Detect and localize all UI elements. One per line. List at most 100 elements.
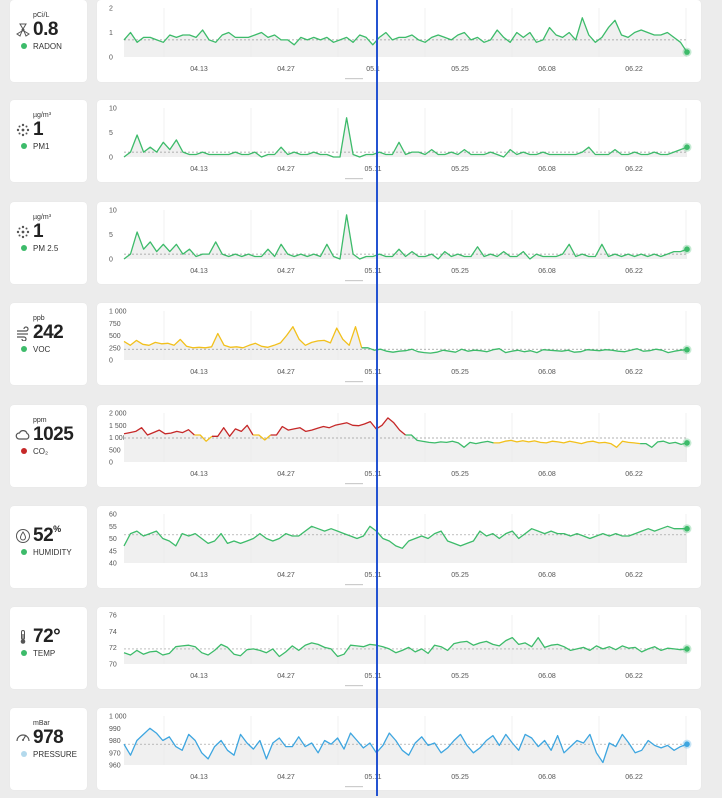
sensor-summary-card[interactable]: µg/m³ 1 PM 2.5 (10, 202, 87, 284)
sensor-row-pressure: mBar 978 PRESSURE 1 000 990 980 970 960 04.13 04.… (0, 708, 722, 798)
x-tick-label: 04.27 (277, 369, 295, 376)
sensor-chart-card[interactable]: 10 5 0 04.13 04.27 05.11 05.25 06.08 06.22 (97, 202, 701, 284)
chart-area-fill (124, 214, 687, 259)
value-suffix: % (53, 524, 61, 534)
sensor-chart-card[interactable]: 1 000 750 500 250 0 04.13 04.27 05.11 05.25 06.08… (97, 303, 701, 385)
sensor-chart-card[interactable]: 60 55 50 45 40 04.13 04.27 05.11 05.25 06.08 06.22 (97, 506, 701, 588)
x-tick-label: 04.13 (190, 369, 208, 376)
sensor-summary-card[interactable]: 72° TEMP (10, 607, 87, 689)
y-tick-label: 5 (109, 232, 113, 239)
sensor-summary-card[interactable]: ppm 1025 CO₂ (10, 405, 87, 487)
x-tick-label: 05.11 (365, 166, 382, 173)
y-tick-label: 60 (109, 512, 117, 519)
line-chart: 10 5 0 04.13 04.27 05.11 05.25 06.08 06.22 (109, 208, 692, 282)
x-tick-label: 04.13 (190, 774, 208, 781)
chart-scroll-handle (345, 280, 363, 282)
y-tick-label: 50 (109, 536, 117, 543)
current-value: 52% (33, 524, 61, 547)
y-tick-label: 750 (109, 321, 121, 328)
y-tick-label: 40 (109, 561, 117, 568)
y-tick-label: 1 000 (109, 714, 127, 721)
x-tick-label: 05.11 (365, 572, 382, 579)
sensor-chart-card[interactable]: 2 1 0 04.13 04.27 05.1 05.25 06.08 06.22 (97, 0, 701, 82)
sensor-chart-card[interactable]: 76 74 72 70 04.13 04.27 05.11 05.25 06.08 06.22 (97, 607, 701, 689)
x-tick-label: 05.1 (366, 66, 380, 73)
value-number: 1 (33, 221, 44, 242)
current-point-marker (684, 346, 690, 353)
x-tick-label: 05.11 (365, 268, 382, 275)
value-number: 72° (33, 626, 61, 647)
time-cursor-line[interactable] (376, 0, 378, 796)
chart-area-fill (124, 326, 687, 360)
sensor-chart-card[interactable]: 10 5 0 04.13 04.27 05.11 05.25 06.08 06.22 (97, 100, 701, 182)
series-line-segment (123, 525, 687, 549)
x-tick-label: 06.22 (625, 673, 643, 680)
y-tick-label: 980 (109, 738, 121, 745)
x-tick-label: 06.08 (538, 774, 556, 781)
x-tick-label: 04.27 (277, 66, 295, 73)
series-line-segment (493, 439, 641, 448)
sensor-row-humidity: 52% HUMIDITY 60 55 50 45 40 04.13 04.27 05.11 05.2… (0, 506, 722, 596)
x-tick-label: 05.25 (451, 471, 469, 478)
series-line-segment (194, 434, 213, 442)
chart-area-fill (124, 117, 687, 157)
line-chart: 2 1 0 04.13 04.27 05.1 05.25 06.08 06.22 (109, 6, 692, 80)
chart-scroll-handle (345, 381, 363, 383)
status-dot (21, 245, 27, 251)
current-point-marker (684, 525, 690, 532)
y-tick-label: 2 000 (109, 411, 127, 418)
x-tick-label: 04.27 (277, 572, 295, 579)
x-tick-label: 06.22 (625, 369, 643, 376)
y-tick-label: 970 (109, 750, 121, 757)
sensor-summary-card[interactable]: µg/m³ 1 PM1 (10, 100, 87, 182)
sensor-chart-card[interactable]: 2 000 1 500 1 000 500 0 04.13 04.27 05.11 05.25 0… (97, 405, 701, 487)
x-tick-label: 06.22 (625, 66, 643, 73)
status-dot (21, 751, 27, 757)
x-tick-label: 05.11 (365, 471, 382, 478)
y-tick-label: 0 (109, 460, 113, 467)
y-tick-label: 72 (109, 645, 117, 652)
sensor-row-radon: pCi/L 0.8 RADON 2 1 0 04.13 04.27 05.1 05.25 06.08… (0, 0, 722, 90)
series-line-segment (123, 117, 688, 158)
x-tick-label: 06.08 (538, 572, 556, 579)
series-line-segment (361, 347, 688, 354)
line-chart: 10 5 0 04.13 04.27 05.11 05.25 06.08 06.22 (109, 106, 692, 180)
sensor-name: RADON (33, 42, 62, 51)
x-tick-label: 04.27 (277, 166, 295, 173)
x-tick-label: 05.25 (451, 166, 469, 173)
x-tick-label: 04.27 (277, 673, 295, 680)
series-line-segment (123, 17, 688, 53)
y-tick-label: 2 (109, 6, 113, 13)
sensor-summary-card[interactable]: 52% HUMIDITY (10, 506, 87, 588)
x-tick-label: 05.25 (451, 572, 469, 579)
sensor-summary-card[interactable]: mBar 978 PRESSURE (10, 708, 87, 790)
x-tick-label: 06.08 (538, 369, 556, 376)
y-tick-label: 5 (109, 130, 113, 137)
x-tick-label: 05.25 (451, 774, 469, 781)
sensor-name: PM1 (33, 142, 50, 151)
line-chart: 1 000 750 500 250 0 04.13 04.27 05.11 05.25 06.08… (109, 309, 692, 383)
y-tick-label: 0 (109, 155, 113, 162)
x-tick-label: 04.27 (277, 471, 295, 478)
chart-scroll-handle (345, 584, 363, 586)
series-line-segment (123, 326, 363, 349)
y-tick-label: 0 (109, 55, 113, 62)
sensor-summary-card[interactable]: ppb 242 VOC (10, 303, 87, 385)
series-line-segment (212, 424, 254, 437)
current-point-marker (684, 144, 690, 150)
y-tick-label: 10 (109, 208, 117, 215)
value-number: 1025 (33, 424, 74, 445)
unit-label: ppb (33, 315, 45, 322)
y-tick-label: 0 (109, 257, 113, 264)
sensor-summary-card[interactable]: pCi/L 0.8 RADON (10, 0, 87, 82)
x-tick-label: 05.25 (451, 268, 469, 275)
chart-scroll-handle (345, 786, 363, 788)
sensor-chart-card[interactable]: 1 000 990 980 970 960 04.13 04.27 05.11 05.25 06.… (97, 708, 701, 790)
sensor-name: VOC (33, 345, 51, 354)
y-tick-label: 500 (109, 447, 121, 454)
chart-scroll-handle (345, 483, 363, 485)
current-value: 1 (33, 221, 44, 243)
sensor-row-pm25: µg/m³ 1 PM 2.5 10 5 0 04.13 04.27 05.11 05.25 06.0… (0, 202, 722, 292)
current-point-marker (684, 741, 690, 747)
value-number: 52 (33, 525, 54, 546)
